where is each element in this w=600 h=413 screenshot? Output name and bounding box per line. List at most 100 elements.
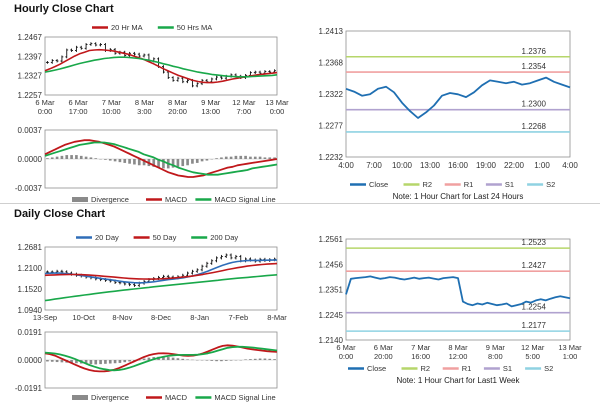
hourly-macd-legend-swatch <box>72 197 88 202</box>
daily-macd-divergence-bar <box>113 360 117 364</box>
daily-levels-xtick-sublabel: 16:00 <box>411 352 430 361</box>
hourly-levels-legend-label: R1 <box>464 180 474 189</box>
daily-levels-ytick-label: 1.2456 <box>319 260 344 269</box>
daily-macd-divergence-bar <box>128 360 131 362</box>
hourly-price-xtick-label: 12 Mar <box>232 98 256 107</box>
hourly-macd-divergence-bar <box>191 159 194 164</box>
hourly-levels-legend-label: R2 <box>423 180 433 189</box>
daily-levels-xtick-label: 12 Mar <box>521 343 545 352</box>
daily-macd-divergence-bar <box>89 360 93 365</box>
hourly-macd-divergence-bar <box>253 156 257 159</box>
daily-price-ytick-label: 1.2681 <box>18 243 43 252</box>
hourly-macd-divergence-bar <box>157 159 160 168</box>
hourly-price-xtick-label: 8 Mar <box>168 98 188 107</box>
hourly-macd-divergence-bar <box>118 159 122 163</box>
daily-levels-legend-label: Close <box>367 364 386 373</box>
hourly-macd-divergence-bar <box>75 155 78 159</box>
daily-price-xtick-label: 8-Dec <box>151 313 171 322</box>
hourly-levels-ytick-label: 1.2322 <box>319 90 344 99</box>
daily-levels-xtick-sublabel: 0:00 <box>339 352 354 361</box>
hourly-price-xtick-sublabel: 0:00 <box>38 107 53 116</box>
daily-price-legend-label: 50 Day <box>153 233 177 242</box>
daily-macd-divergence-bar <box>258 358 262 360</box>
daily-price-50-day-line <box>44 262 278 280</box>
hourly-macd-divergence-bar <box>113 159 117 162</box>
hourly-price-xtick-sublabel: 13:00 <box>201 107 220 116</box>
daily-levels-xtick-sublabel: 20:00 <box>374 352 393 361</box>
hourly-levels-s2-level-label: 1.2268 <box>522 122 547 131</box>
daily-macd-divergence-bar <box>205 360 209 361</box>
hourly-macd-divergence-bar <box>133 159 136 165</box>
daily-price-legend-label: 200 Day <box>210 233 238 242</box>
hourly-macd-ytick-label: -0.0037 <box>15 184 43 193</box>
hourly-macd-divergence-bar <box>224 156 228 159</box>
daily-macd-divergence-bar <box>99 360 102 365</box>
hourly-levels-xtick-label: 1:00 <box>534 161 550 170</box>
daily-price-20-day-line <box>44 259 277 284</box>
hourly-section-title: Hourly Close Chart <box>14 3 114 15</box>
hourly-levels-r2-level-label: 1.2376 <box>522 47 547 56</box>
daily-macd-macd-line <box>44 344 278 373</box>
daily-price-xtick-label: 8-Jan <box>190 313 209 322</box>
daily-levels-xtick-label: 8 Mar <box>448 343 468 352</box>
daily-macd-divergence-bar <box>253 358 257 360</box>
hourly-macd-divergence-bar <box>263 157 267 159</box>
daily-macd-divergence-bar <box>224 360 228 361</box>
hourly-price-ytick-label: 1.2397 <box>18 52 43 61</box>
hourly-price-legend-label: 20 Hr MA <box>111 23 143 32</box>
daily-macd-divergence-bar <box>273 359 276 360</box>
hourly-macd-divergence-bar <box>176 159 180 167</box>
daily-price-ytick-label: 1.1520 <box>18 285 43 294</box>
daily-levels-xtick-sublabel: 5:00 <box>525 352 540 361</box>
hourly-macd-divergence-bar <box>84 156 88 159</box>
daily-levels-note: Note: 1 Hour Chart for Last1 Week <box>396 376 520 385</box>
daily-macd-legend-label: MACD Signal Line <box>214 393 275 402</box>
hourly-price-xtick-sublabel: 17:00 <box>69 107 88 116</box>
daily-levels-xtick-sublabel: 1:00 <box>563 352 578 361</box>
hourly-macd-divergence-bar <box>104 159 107 160</box>
daily-macd-ytick-label: -0.0191 <box>15 384 43 393</box>
daily-levels-xtick-label: 6 Mar <box>374 343 394 352</box>
hourly-levels-xtick-label: 22:00 <box>504 161 525 170</box>
hourly-price-50-hrs-ma-line <box>44 56 278 78</box>
hourly-macd-legend-label: MACD <box>165 195 188 204</box>
hourly-price-ytick-label: 1.2327 <box>18 72 43 81</box>
hourly-macd-divergence-bar <box>171 159 175 168</box>
hourly-levels-ytick-label: 1.2277 <box>319 122 344 131</box>
hourly-levels-xtick-label: 16:00 <box>448 161 469 170</box>
hourly-levels-xtick-label: 4:00 <box>562 161 578 170</box>
daily-macd-divergence-bar <box>263 358 267 360</box>
daily-levels-close-line <box>345 275 571 308</box>
hourly-price-ytick-label: 1.2467 <box>18 33 43 42</box>
hourly-macd-divergence-bar <box>50 157 54 159</box>
daily-macd-divergence-bar <box>70 360 73 363</box>
hourly-macd-divergence-bar <box>79 155 83 159</box>
hourly-macd-divergence-bar <box>128 159 131 164</box>
hourly-levels-legend-label: S1 <box>505 180 514 189</box>
daily-price-legend-label: 20 Day <box>95 233 119 242</box>
daily-macd-divergence-bar <box>162 356 165 360</box>
hourly-macd-divergence-bar <box>200 159 204 162</box>
hourly-macd-divergence-bar <box>273 157 276 159</box>
hourly-price-xtick-label: 6 Mar <box>69 98 89 107</box>
hourly-macd-divergence-bar <box>108 159 112 161</box>
hourly-levels-legend-label: Close <box>369 180 388 189</box>
hourly-macd-divergence-bar <box>142 159 146 166</box>
daily-macd-divergence-bar <box>75 360 78 364</box>
daily-macd-divergence-bar <box>166 357 170 360</box>
daily-macd-divergence-bar <box>55 360 59 363</box>
hourly-macd-divergence-bar <box>229 156 233 159</box>
daily-price-xtick-label: 13-Sep <box>33 313 57 322</box>
hourly-macd-divergence-bar <box>123 159 127 163</box>
hourly-macd-divergence-bar <box>249 156 252 159</box>
daily-macd-divergence-bar <box>84 360 88 364</box>
hourly-macd-divergence-bar <box>186 159 189 166</box>
daily-macd-divergence-bar <box>94 360 98 365</box>
daily-macd-divergence-bar <box>220 360 223 362</box>
hourly-levels-xtick-label: 13:00 <box>420 161 441 170</box>
hourly-price-xtick-label: 7 Mar <box>102 98 122 107</box>
hourly-levels-legend-label: S2 <box>546 180 555 189</box>
hourly-macd-ytick-label: 0.0037 <box>18 126 43 135</box>
daily-macd-divergence-bar <box>249 359 252 360</box>
daily-price-200-day-line <box>44 274 278 302</box>
